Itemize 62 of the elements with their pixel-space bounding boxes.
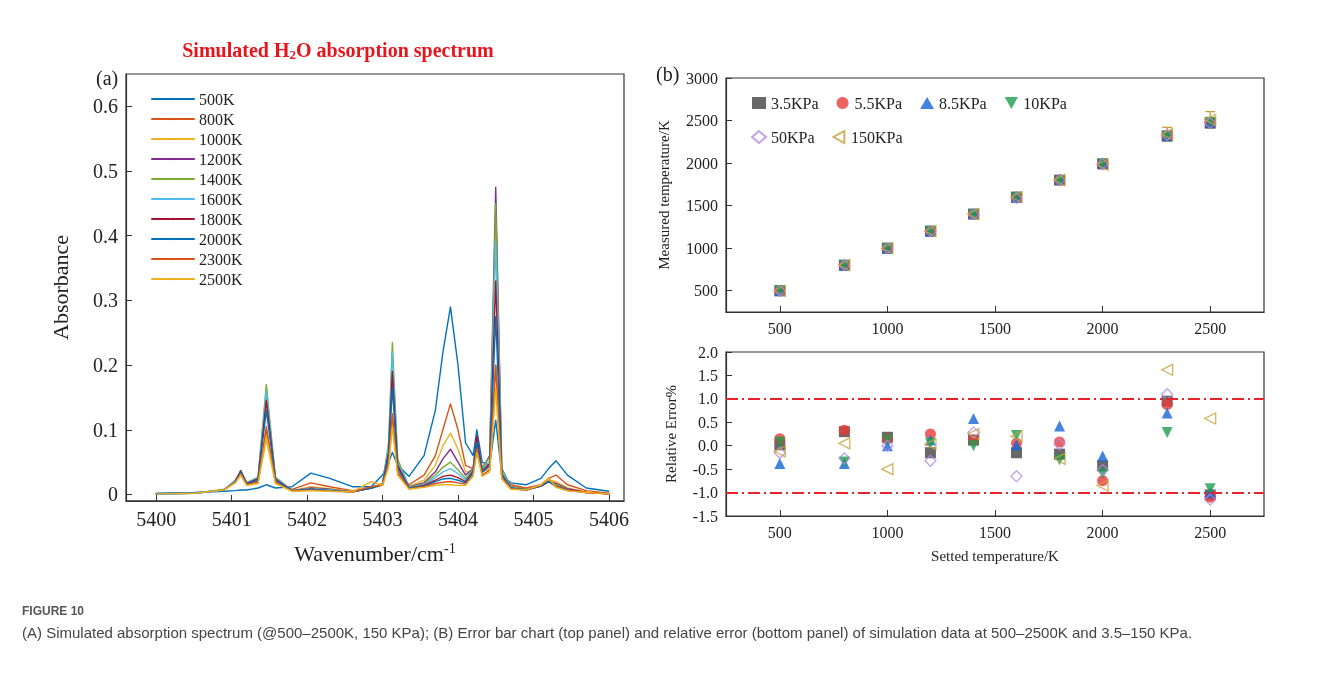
legend-label: 10KPa xyxy=(1023,94,1067,112)
text: (b) xyxy=(656,63,680,86)
y-tick-label: 1.0 xyxy=(698,390,718,408)
legend-label: 1200K xyxy=(199,150,243,168)
y-tick-label: 500 xyxy=(694,282,718,300)
x-tick-label: 2500 xyxy=(1194,523,1227,541)
y-tick-label: 0.4 xyxy=(93,224,118,247)
x-tick-label: 5406 xyxy=(588,507,629,530)
x-tick-label: 5402 xyxy=(287,507,328,530)
y-tick-label: -1.0 xyxy=(692,484,718,502)
x-axis-title: Setted temperature/K xyxy=(931,547,1060,564)
legend-label: 8.5KPa xyxy=(939,94,987,112)
y-tick-label: 0.3 xyxy=(93,289,118,312)
x-tick-label: 1500 xyxy=(979,523,1011,541)
legend-label: 150KPa xyxy=(850,128,903,146)
legend-label: 2000K xyxy=(199,230,243,248)
y-tick-label: 0.5 xyxy=(93,160,118,183)
legend-label: 500K xyxy=(199,90,235,108)
y-axis-title: Absorbance xyxy=(47,234,73,341)
legend-label: 2300K xyxy=(199,250,243,268)
x-tick-label: 500 xyxy=(767,319,792,337)
y-axis-title: Measured temperature/K xyxy=(655,120,672,270)
text: (a) xyxy=(96,67,119,90)
y-tick-label: 3000 xyxy=(686,69,718,87)
x-tick-label: 1000 xyxy=(871,319,904,337)
x-tick-label: 2000 xyxy=(1086,319,1119,337)
y-tick-label: 0.0 xyxy=(698,437,718,455)
text: (A) Simulated absorption spectrum (@500–2500K, 150 KPa); (B) Error bar chart (top panel) and relative error (bottom panel) of simulation data at 500–2500K and 3.5–150 KPa. xyxy=(22,623,1194,643)
legend-label: 5.5KPa xyxy=(854,94,903,112)
y-tick-label: 2000 xyxy=(686,154,718,172)
y-tick-label: -0.5 xyxy=(692,460,718,478)
x-tick-label: 5400 xyxy=(136,507,177,530)
y-tick-label: 0 xyxy=(108,483,118,506)
x-tick-label: 2000 xyxy=(1086,523,1119,541)
y-tick-label: 0.6 xyxy=(93,95,118,118)
y-tick-label: 0.1 xyxy=(93,418,118,441)
y-tick-label: 2.0 xyxy=(698,343,718,361)
x-tick-label: 1000 xyxy=(871,523,904,541)
y-tick-label: 1500 xyxy=(686,197,718,215)
x-tick-label: 5404 xyxy=(438,507,478,530)
legend-label: 1000K xyxy=(199,130,243,148)
x-tick-label: 1500 xyxy=(979,319,1011,337)
x-tick-label: 5403 xyxy=(362,507,403,530)
y-tick-label: 0.5 xyxy=(698,413,718,431)
y-tick-label: 2500 xyxy=(686,112,718,130)
legend-label: 1800K xyxy=(199,210,243,228)
legend-label: 800K xyxy=(199,110,235,128)
x-tick-label: 5401 xyxy=(211,507,252,530)
y-tick-label: -1.5 xyxy=(692,507,718,525)
legend-label: 2500K xyxy=(199,270,243,288)
legend-label: 1600K xyxy=(199,190,243,208)
legend-label: 50KPa xyxy=(771,128,815,146)
text: FIGURE 10 xyxy=(22,604,85,618)
x-tick-label: 5405 xyxy=(513,507,554,530)
x-tick-label: 500 xyxy=(767,523,792,541)
y-tick-label: 1000 xyxy=(686,239,718,257)
legend-label: 3.5KPa xyxy=(771,94,819,112)
y-tick-label: 1.5 xyxy=(698,366,718,384)
y-tick-label: 0.2 xyxy=(93,354,118,377)
legend-label: 1400K xyxy=(199,170,243,188)
x-tick-label: 2500 xyxy=(1194,319,1227,337)
y-axis-title: Relative Error% xyxy=(662,385,679,483)
